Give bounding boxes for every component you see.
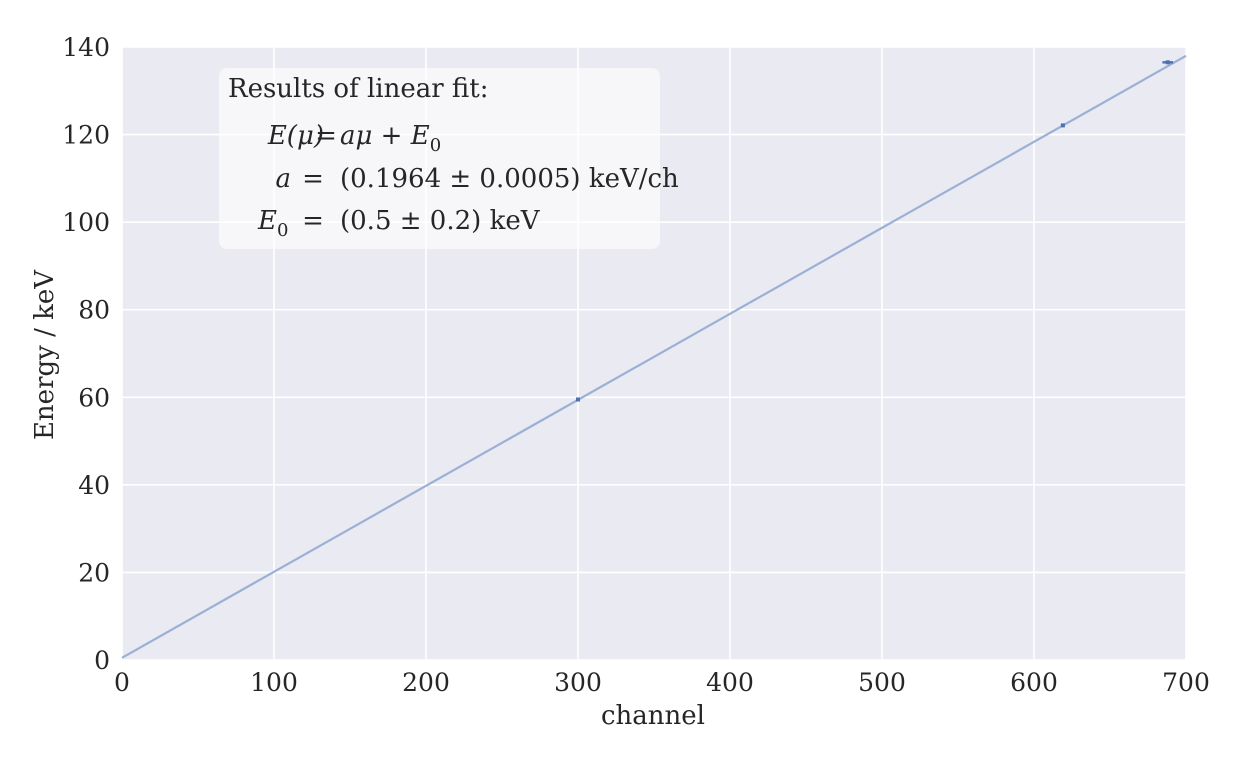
x-tick-labels: 0 100 200 300 400 500 600 700 [114,668,1210,697]
y-axis-label: Energy / keV [30,269,60,440]
y-tick-label-6: 120 [62,121,110,150]
x-tick-label-5: 500 [858,668,906,697]
x-tick-label-1: 100 [250,668,298,697]
y-tick-labels: 0 20 40 60 80 100 120 140 [62,33,110,675]
fit-equation-equals: = [315,121,337,151]
x-tick-label-3: 300 [554,668,602,697]
x-tick-label-0: 0 [114,668,130,697]
x-axis-label: channel [601,701,705,731]
slope-value: (0.1964 ± 0.0005) keV/ch [340,164,679,194]
y-tick-label-0: 0 [94,646,110,675]
intercept-subscript: 0 [277,220,288,241]
fit-equation-subscript: 0 [430,135,441,156]
fit-equation-lhs: E(μ) [267,121,324,151]
fit-results-title: Results of linear fit: [228,74,488,104]
x-tick-label-2: 200 [402,668,450,697]
y-tick-label-5: 100 [62,208,110,237]
intercept-equals: = [302,206,324,236]
data-points-layer [576,60,1174,402]
fit-results-box: Results of linear fit: E(μ) = aμ + E0 a … [219,68,679,249]
slope-symbol: a [275,164,291,194]
y-tick-label-2: 40 [78,471,110,500]
x-tick-label-7: 700 [1162,668,1210,697]
x-tick-label-6: 600 [1010,668,1058,697]
intercept-symbol: E0 [257,206,288,241]
x-tick-label-4: 400 [706,668,754,697]
fit-line-0 [121,54,1187,659]
y-tick-label-7: 140 [62,33,110,62]
fit-line-layer [121,54,1187,659]
y-tick-label-1: 20 [78,558,110,587]
data-point-2 [1162,60,1174,65]
data-point-0 [576,397,580,402]
data-point-1 [1060,123,1065,128]
y-tick-label-4: 80 [78,296,110,325]
y-tick-label-3: 60 [78,383,110,412]
intercept-value: (0.5 ± 0.2) keV [340,206,541,236]
fit-equation-rhs: aμ + E0 [340,121,441,156]
slope-equals: = [302,164,324,194]
